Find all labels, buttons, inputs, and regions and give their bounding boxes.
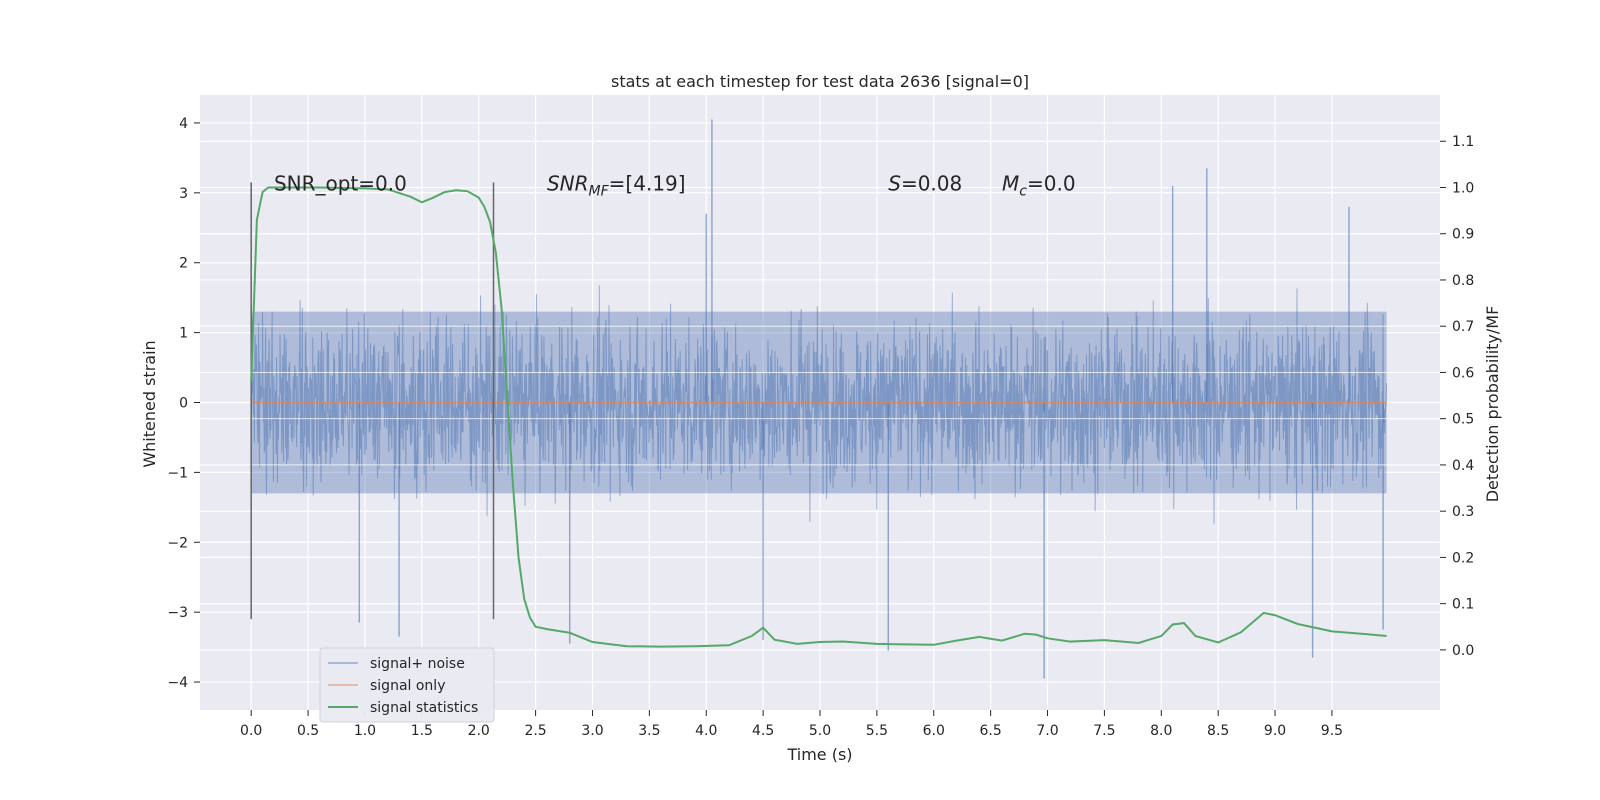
y-right-tick-label: 0.4 xyxy=(1452,458,1474,474)
y-right-tick-label: 0.7 xyxy=(1452,319,1474,335)
y-left-tick-label: −4 xyxy=(167,675,188,691)
x-axis-ticks: 0.0 0.5 1.0 1.5 2.0 2.5 3.0 3.5 4.0 4.5 5.0 5.5 6.0 6… xyxy=(240,710,1343,739)
x-tick-label: 9.5 xyxy=(1321,723,1343,739)
y-left-tick-label: 0 xyxy=(179,396,188,412)
chart-title: stats at each timestep for test data 263… xyxy=(611,72,1029,91)
legend-label-signal-only: signal only xyxy=(370,678,445,694)
y-left-tick-label: 4 xyxy=(179,116,188,132)
annotation-main: SNR xyxy=(547,171,589,195)
y-right-tick-label: 0.2 xyxy=(1452,550,1474,566)
y-right-axis-ticks: 1.1 1.0 0.9 0.8 0.7 0.6 0.5 0.4 0.3 0.2 0.1 0.0 xyxy=(1440,134,1474,659)
x-tick-label: 3.0 xyxy=(581,723,603,739)
x-tick-label: 4.5 xyxy=(752,723,774,739)
x-tick-label: 8.5 xyxy=(1207,723,1229,739)
annotation-main: S xyxy=(888,171,901,195)
annotation-text: SNR_opt=0.0 xyxy=(274,171,407,195)
x-tick-label: 5.5 xyxy=(866,723,888,739)
y-left-tick-label: −3 xyxy=(167,605,188,621)
y-right-tick-label: 0.3 xyxy=(1452,504,1474,520)
x-tick-label: 2.5 xyxy=(524,723,546,739)
annotation-main: M xyxy=(1002,171,1019,195)
annotation-value: =0.0 xyxy=(1027,171,1076,195)
annotation-value: =[4.19] xyxy=(609,171,686,195)
y-left-tick-label: −1 xyxy=(167,465,188,481)
overlay-layer xyxy=(250,182,1387,648)
annotations: SNR_opt=0.0 SNRMF=[4.19] S=0.08 Mc=0.0 xyxy=(274,171,1076,199)
y-left-tick-label: −2 xyxy=(167,535,188,551)
annotation-subscript: MF xyxy=(589,183,610,199)
annotation-subscript: c xyxy=(1019,183,1027,199)
y-right-tick-label: 0.1 xyxy=(1452,597,1474,613)
annotation-main: SNR_opt=0.0 xyxy=(274,171,407,195)
x-tick-label: 6.5 xyxy=(980,723,1002,739)
annotation-text: S=0.08 xyxy=(888,171,962,195)
annotation-text: SNRMF=[4.19] xyxy=(547,171,686,199)
y-right-axis-label: Detection probability/MF xyxy=(1483,306,1502,503)
x-tick-label: 7.5 xyxy=(1093,723,1115,739)
x-tick-label: 1.5 xyxy=(411,723,433,739)
legend-label-signal-statistics: signal statistics xyxy=(370,700,478,716)
x-tick-label: 6.0 xyxy=(923,723,945,739)
y-right-tick-label: 0.0 xyxy=(1452,643,1474,659)
annotation-text: Mc=0.0 xyxy=(1002,171,1076,199)
x-tick-label: 4.0 xyxy=(695,723,717,739)
y-right-tick-label: 0.8 xyxy=(1452,273,1474,289)
y-right-tick-label: 0.6 xyxy=(1452,365,1474,381)
series-layer xyxy=(250,119,1388,679)
x-tick-label: 7.0 xyxy=(1036,723,1058,739)
y-right-tick-label: 0.9 xyxy=(1452,227,1474,243)
y-left-axis-ticks: 4 3 2 1 0 −1 −2 −3 −4 xyxy=(167,116,200,691)
x-tick-label: 2.0 xyxy=(468,723,490,739)
x-tick-label: 5.0 xyxy=(809,723,831,739)
y-right-tick-label: 1.0 xyxy=(1452,180,1474,196)
x-tick-label: 3.5 xyxy=(638,723,660,739)
y-left-axis-label: Whitened strain xyxy=(140,340,159,467)
y-left-tick-label: 3 xyxy=(179,186,188,202)
x-tick-label: 0.5 xyxy=(297,723,319,739)
x-tick-label: 1.0 xyxy=(354,723,376,739)
annotation-value: =0.08 xyxy=(901,171,962,195)
y-right-tick-label: 1.1 xyxy=(1452,134,1474,150)
x-axis-label: Time (s) xyxy=(786,745,852,764)
legend: signal+ noise signal only signal statist… xyxy=(319,647,495,723)
y-left-tick-label: 1 xyxy=(179,326,188,342)
x-tick-label: 9.0 xyxy=(1264,723,1286,739)
signal-statistics-line xyxy=(250,186,1387,648)
signal-noise-line xyxy=(250,285,1388,524)
y-right-tick-label: 0.5 xyxy=(1452,412,1474,428)
y-left-tick-label: 2 xyxy=(179,256,188,272)
legend-label-signal-noise: signal+ noise xyxy=(370,656,465,672)
x-tick-label: 8.0 xyxy=(1150,723,1172,739)
legend-box xyxy=(319,647,495,723)
x-tick-label: 0.0 xyxy=(240,723,262,739)
